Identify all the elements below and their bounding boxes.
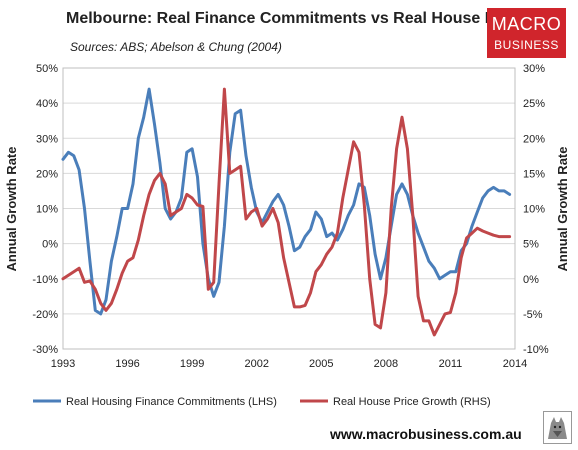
- logo-line-2: BUSINESS: [494, 38, 559, 52]
- series-line-house-price-growth: [61, 87, 512, 337]
- right-tick-label: -10%: [523, 344, 549, 356]
- series-line-finance-commitments: [61, 87, 512, 316]
- right-tick-label: 10%: [523, 204, 545, 216]
- left-tick-label: 50%: [36, 63, 58, 75]
- series-lines: [61, 87, 512, 337]
- website-url: www.macrobusiness.com.au: [330, 426, 522, 442]
- legend: Real Housing Finance Commitments (LHS) Re…: [33, 396, 491, 408]
- chart-title: Melbourne: Real Finance Commitments vs R…: [66, 10, 533, 27]
- x-tick-label: 2005: [309, 358, 333, 370]
- x-tick-label: 1993: [51, 358, 75, 370]
- right-axis-ticks: -10% -5% 0% 5% 10% 15% 20% 25% 30%: [523, 63, 549, 356]
- chart-subtitle: Sources: ABS; Abelson & Chung (2004): [70, 40, 282, 54]
- x-tick-label: 2008: [374, 358, 398, 370]
- legend-label: Real Housing Finance Commitments (LHS): [66, 396, 277, 408]
- right-axis-label: Annual Growth Rate: [555, 147, 570, 272]
- left-axis-label: Annual Growth Rate: [4, 147, 19, 272]
- right-tick-label: 0%: [523, 274, 539, 286]
- x-tick-label: 2002: [244, 358, 268, 370]
- wolf-logo-icon: [543, 411, 572, 444]
- left-tick-label: 0%: [42, 239, 58, 251]
- left-tick-label: 10%: [36, 204, 58, 216]
- brand-logo: MACRO BUSINESS: [487, 8, 566, 58]
- legend-label: Real House Price Growth (RHS): [333, 396, 491, 408]
- right-tick-label: 25%: [523, 98, 545, 110]
- left-tick-label: 20%: [36, 168, 58, 180]
- right-tick-label: -5%: [523, 309, 543, 321]
- x-tick-label: 1999: [180, 358, 204, 370]
- x-axis-ticks: 1993 1996 1999 2002 2005 2008 2011 2014: [51, 358, 527, 370]
- right-tick-label: 20%: [523, 133, 545, 145]
- right-tick-label: 30%: [523, 63, 545, 75]
- logo-line-1: MACRO: [491, 14, 562, 34]
- left-tick-label: -30%: [32, 344, 58, 356]
- left-tick-label: -20%: [32, 309, 58, 321]
- left-tick-label: 40%: [36, 98, 58, 110]
- right-tick-label: 5%: [523, 239, 539, 251]
- x-tick-label: 1996: [115, 358, 139, 370]
- right-tick-label: 15%: [523, 168, 545, 180]
- plot-area-border: [62, 67, 516, 350]
- left-axis-ticks: -30% -20% -10% 0% 10% 20% 30% 40% 50%: [32, 63, 58, 356]
- x-tick-label: 2014: [503, 358, 527, 370]
- left-tick-label: 30%: [36, 133, 58, 145]
- x-tick-label: 2011: [439, 358, 463, 370]
- left-tick-label: -10%: [32, 274, 58, 286]
